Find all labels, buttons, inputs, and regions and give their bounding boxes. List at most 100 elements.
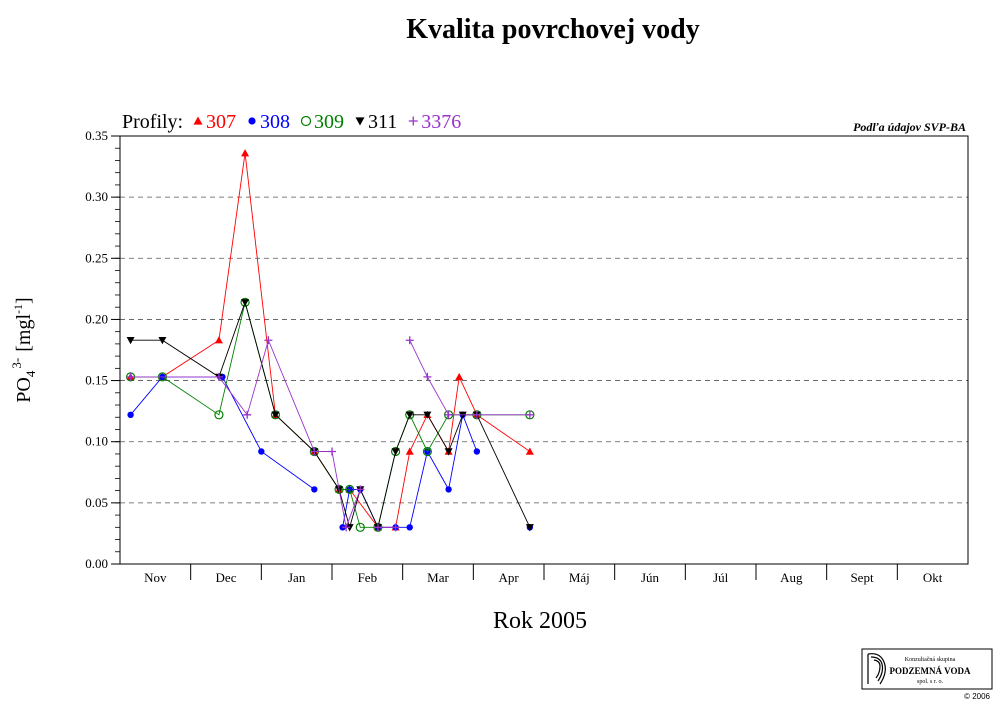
ylabel-unit-close: ]	[13, 297, 35, 304]
x-tick-label: Máj	[569, 570, 590, 585]
x-tick-label: Júl	[713, 570, 729, 585]
legend-items: 307 308 309 311 3376	[193, 111, 461, 133]
x-tick-label: Sept	[850, 570, 874, 585]
y-tick-label: 0.10	[85, 434, 108, 449]
y-tick-label: 0.15	[85, 373, 108, 388]
x-axis-label: Rok 2005	[493, 608, 587, 634]
series-line	[342, 413, 478, 528]
data-point	[405, 447, 414, 455]
data-point	[423, 411, 432, 419]
data-point	[472, 410, 481, 419]
plot-frame	[119, 135, 969, 565]
legend-marker	[193, 116, 203, 125]
logo-line1: Konzultačná skupina	[905, 657, 956, 663]
data-point	[391, 523, 400, 532]
data-point	[127, 411, 134, 419]
data-point	[126, 337, 135, 345]
y-axis: 0.00 0.05 0.10 0.15 0.20 0.25 0.30 0.35	[85, 128, 120, 571]
x-tick-label: Okt	[923, 570, 943, 585]
data-point	[525, 410, 534, 419]
data-point	[355, 522, 365, 532]
data-point	[241, 149, 250, 157]
legend-item-311: 311	[355, 111, 397, 133]
legend-label: 307	[206, 111, 236, 133]
legend: Profily:	[122, 111, 183, 133]
x-tick-label: Jan	[288, 570, 306, 585]
legend-marker	[408, 116, 418, 126]
svg-text:PO43-[mgl-1]: PO43- [mgl-1]	[9, 297, 38, 402]
ylabel-sup: 3-	[9, 358, 24, 369]
data-point	[214, 410, 224, 420]
data-point	[271, 411, 280, 419]
ylabel-unit-sup: -1	[11, 304, 25, 314]
legend-marker	[300, 115, 312, 127]
data-point	[525, 447, 534, 455]
y-tick-label: 0.30	[85, 189, 108, 204]
data-point	[444, 410, 453, 419]
x-tick-label: Feb	[358, 570, 378, 585]
data-point	[311, 486, 318, 493]
legend-label: 311	[368, 111, 397, 133]
legend-label: 309	[314, 111, 344, 133]
ylabel-unit-open: [mgl	[13, 314, 35, 352]
data-point	[423, 372, 432, 381]
source-note: Podľa údajov SVP-BA	[853, 120, 966, 134]
series-line	[130, 376, 315, 490]
data-point	[373, 523, 382, 532]
data-point	[405, 411, 414, 419]
chart-title: Kvalita povrchovej vody	[406, 14, 699, 45]
logo-line2: PODZEMNÁ VODA	[890, 666, 971, 676]
data-point	[214, 372, 223, 381]
data-point	[310, 447, 319, 456]
data-point	[525, 524, 534, 532]
legend-label: 308	[260, 111, 290, 133]
x-tick-label: Nov	[144, 570, 167, 585]
series-layer	[126, 149, 535, 532]
legend-item-308: 308	[248, 111, 290, 133]
legend-item-307: 307	[193, 111, 236, 133]
y-tick-label: 0.25	[85, 250, 108, 265]
data-point	[356, 485, 365, 494]
x-tick-label: Jún	[641, 570, 660, 585]
data-point	[473, 448, 481, 455]
data-point	[455, 372, 464, 381]
legend-item-3376: 3376	[408, 111, 461, 133]
data-point	[158, 337, 167, 345]
ylabel-sub: 4	[23, 370, 38, 377]
data-point	[444, 448, 453, 456]
y-tick-label: 0.05	[85, 495, 108, 510]
series-line	[130, 153, 531, 528]
data-point	[264, 336, 273, 345]
logo-frame	[861, 648, 993, 690]
data-point	[126, 372, 135, 381]
data-point	[445, 486, 452, 493]
legend-marker	[248, 117, 256, 125]
legend-marker	[355, 117, 365, 126]
y-axis-label: PO43- [mgl-1]	[9, 297, 38, 402]
data-point	[345, 484, 355, 495]
logo-emblem-icon	[867, 653, 886, 685]
data-point	[342, 523, 351, 532]
data-point	[243, 410, 252, 419]
data-point	[406, 524, 413, 531]
logo-line3: spol. s r. o.	[917, 679, 944, 685]
x-axis: Nov Dec Jan Feb Mar Apr Máj Jún Júl Aug Sept Okt	[144, 564, 943, 585]
x-tick-label: Mar	[427, 570, 449, 585]
series-307	[126, 149, 534, 531]
gridlines	[120, 196, 968, 504]
legend-prefix: Profily:	[122, 111, 183, 133]
data-point	[405, 336, 414, 345]
series-3376	[126, 336, 534, 532]
data-point	[328, 447, 336, 456]
ylabel-base: PO	[13, 377, 35, 403]
data-point	[422, 446, 432, 457]
y-tick-label: 0.00	[85, 556, 108, 571]
y-tick-label: 0.20	[85, 311, 108, 326]
copyright: © 2006	[964, 692, 990, 701]
data-point	[391, 448, 400, 456]
series-line	[130, 338, 361, 529]
x-tick-label: Apr	[499, 570, 520, 585]
data-point	[214, 336, 223, 344]
legend-item-309: 309	[300, 111, 344, 133]
